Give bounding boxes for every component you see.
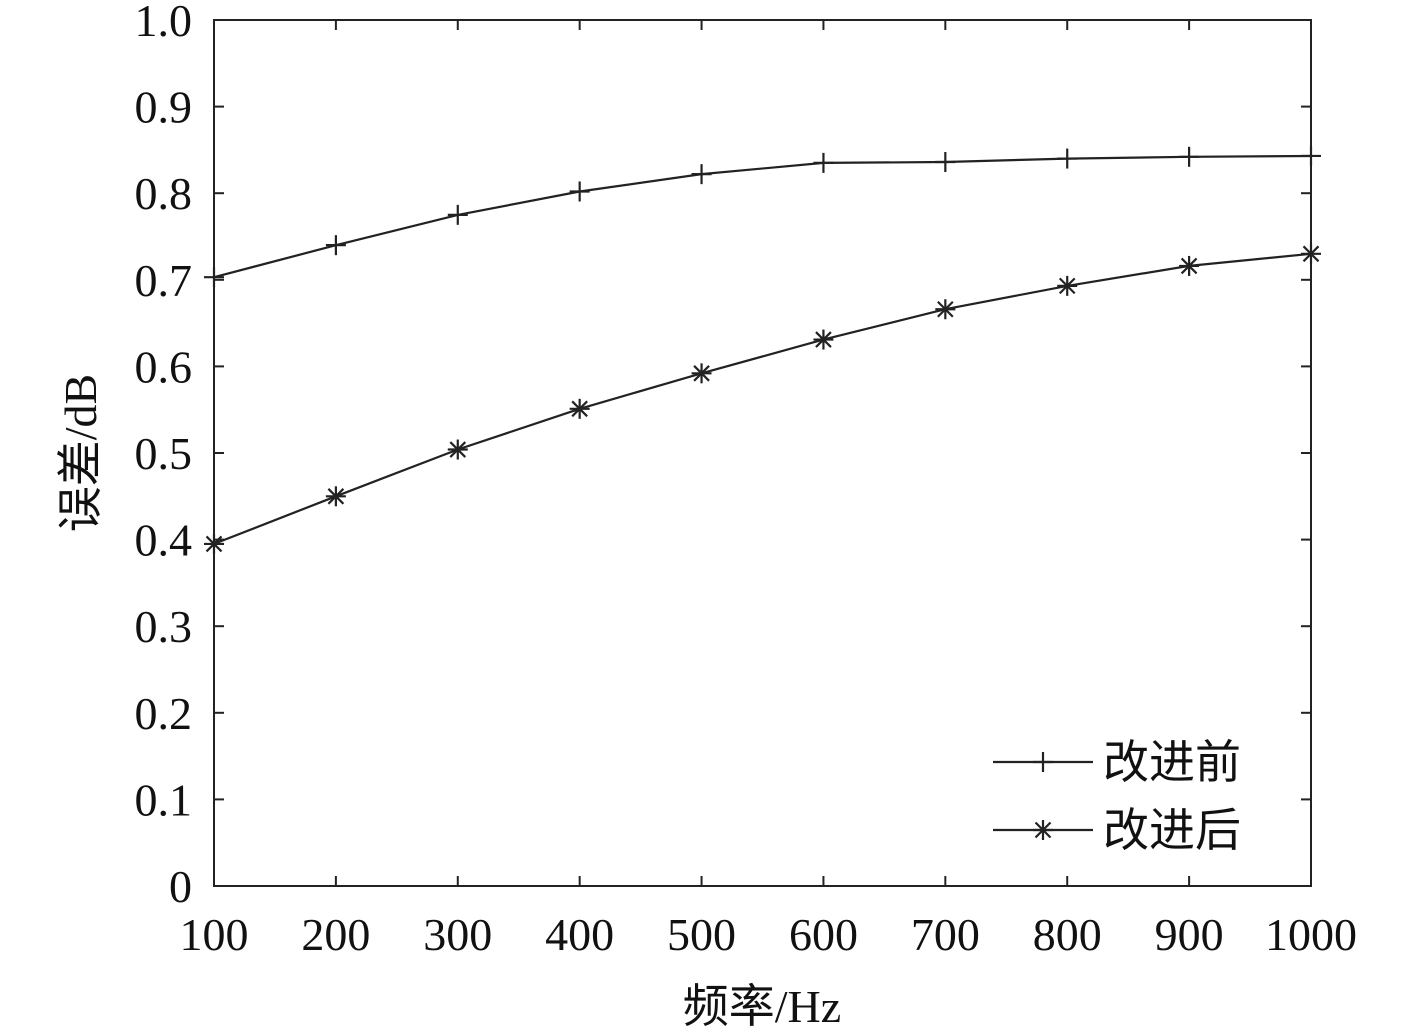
y-axis-ticks: 0 0.1 0.2 0.3 0.4 0.5 0.6 0.7 0.8 0.9 1.0 bbox=[135, 0, 1311, 912]
x-tick-label: 300 bbox=[423, 909, 492, 960]
data-point bbox=[813, 329, 834, 350]
x-tick-label: 600 bbox=[789, 909, 858, 960]
y-tick-label: 0.4 bbox=[135, 515, 193, 566]
y-tick-label: 0.6 bbox=[135, 341, 193, 392]
data-point bbox=[1301, 145, 1321, 166]
data-point bbox=[204, 533, 224, 554]
x-tick-label: 800 bbox=[1033, 909, 1102, 960]
series-line-1 bbox=[213, 252, 1312, 545]
y-tick-label: 0.2 bbox=[135, 688, 193, 739]
y-tick-label: 0.5 bbox=[135, 428, 193, 479]
y-axis-label: 误差/dB bbox=[55, 374, 106, 532]
y-tick-label: 1.0 bbox=[135, 0, 193, 46]
legend: 改进前 改进后 bbox=[993, 737, 1241, 856]
x-tick-label: 400 bbox=[545, 909, 614, 960]
data-point bbox=[691, 164, 712, 185]
data-point bbox=[1179, 255, 1200, 276]
data-point bbox=[325, 235, 346, 256]
data-point bbox=[935, 299, 956, 320]
data-point bbox=[569, 398, 590, 419]
legend-label-after: 改进后 bbox=[1103, 805, 1241, 856]
y-tick-label: 0 bbox=[169, 861, 192, 912]
x-tick-label: 200 bbox=[301, 909, 370, 960]
legend-marker-icon bbox=[1033, 820, 1053, 840]
y-tick-label: 0.3 bbox=[135, 601, 193, 652]
series-line-0 bbox=[213, 154, 1312, 279]
x-tick-label: 500 bbox=[667, 909, 736, 960]
x-tick-label: 100 bbox=[180, 909, 249, 960]
x-tick-label: 700 bbox=[911, 909, 980, 960]
x-tick-label: 900 bbox=[1155, 909, 1224, 960]
x-axis-label: 频率/Hz bbox=[683, 981, 841, 1031]
legend-marker-after bbox=[1033, 820, 1053, 840]
data-point bbox=[1057, 148, 1078, 169]
y-tick-label: 0.8 bbox=[135, 168, 193, 219]
legend-label-before: 改进前 bbox=[1103, 737, 1241, 788]
y-tick-label: 0.9 bbox=[135, 82, 193, 133]
legend-marker-before bbox=[1033, 752, 1053, 772]
data-point bbox=[1057, 275, 1078, 296]
data-point bbox=[935, 152, 956, 173]
data-point bbox=[447, 204, 468, 225]
data-point bbox=[1179, 146, 1200, 167]
data-point bbox=[204, 267, 224, 288]
data-point bbox=[813, 152, 834, 173]
legend-marker-icon bbox=[1033, 752, 1053, 772]
data-point bbox=[569, 181, 590, 202]
y-tick-label: 0.7 bbox=[135, 255, 193, 306]
x-tick-label: 1000 bbox=[1265, 909, 1357, 960]
series-layer bbox=[204, 145, 1321, 554]
data-point bbox=[1301, 243, 1321, 264]
data-point bbox=[691, 363, 712, 384]
data-point bbox=[447, 439, 468, 460]
x-axis-ticks: 100 200 300 400 500 600 700 800 900 1000 bbox=[180, 20, 1357, 960]
data-point bbox=[325, 486, 346, 507]
y-tick-label: 0.1 bbox=[135, 774, 193, 825]
